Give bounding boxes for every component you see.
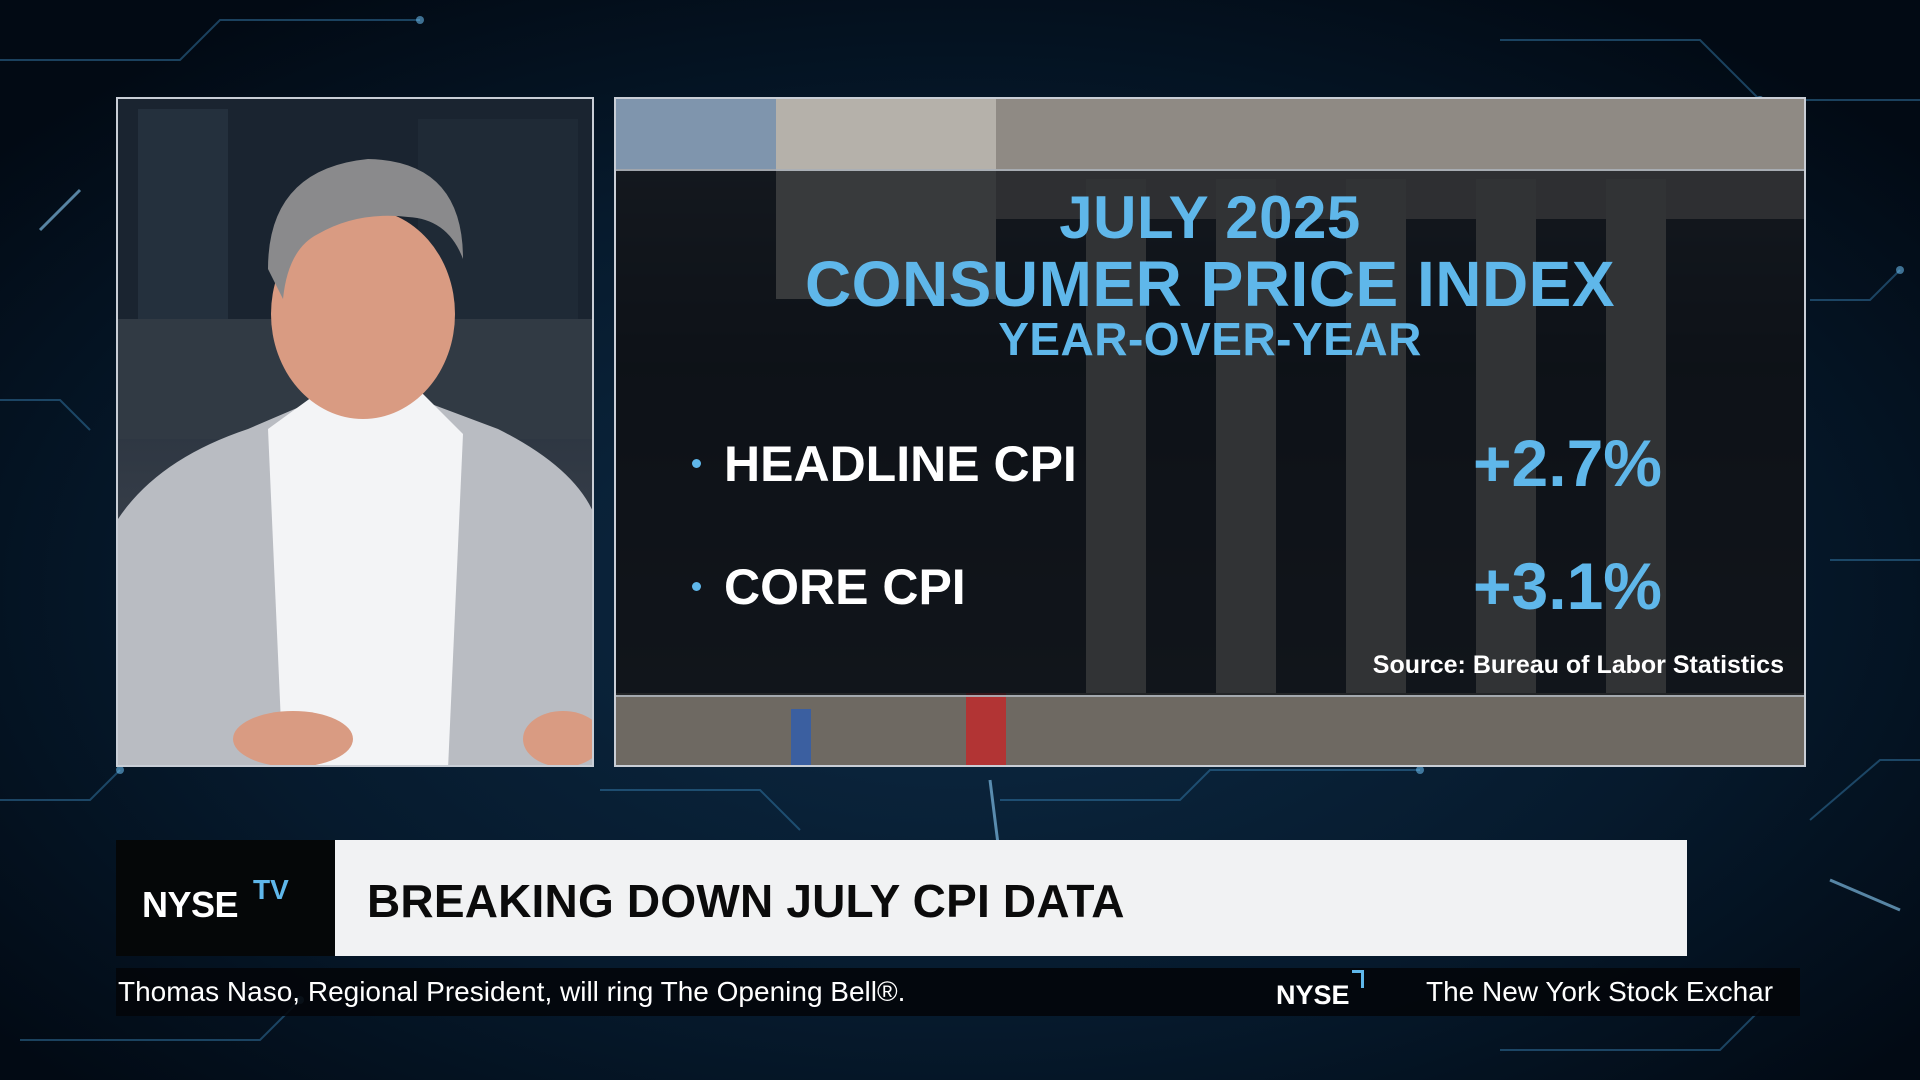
nyse-tv-logo: NYSE TV <box>116 840 335 956</box>
headline-text: BREAKING DOWN JULY CPI DATA <box>367 875 1125 927</box>
guest-portrait <box>118 99 592 765</box>
metric-label: CORE CPI <box>724 559 966 615</box>
bullet-icon <box>692 582 701 591</box>
metric-value: +3.1% <box>1473 549 1662 623</box>
source-credit: Source: Bureau of Labor Statistics <box>1372 651 1784 679</box>
graphic-title-index: CONSUMER PRICE INDEX <box>804 248 1616 320</box>
ticker-nyse-logo: NYSE <box>1276 980 1350 1010</box>
logo-superscript: TV <box>253 874 289 905</box>
graphic-title-date: JULY 2025 <box>1059 184 1361 251</box>
logo-text: NYSE <box>142 884 239 925</box>
nyse-mark-icon <box>1352 970 1364 988</box>
ticker-item: Thomas Naso, Regional President, will ri… <box>118 976 906 1007</box>
metric-value: +2.7% <box>1473 426 1662 500</box>
ticker-item: The New York Stock Exchar <box>1426 976 1774 1007</box>
metric-row-core-cpi: CORE CPI +3.1% <box>616 549 1804 623</box>
metric-row-headline-cpi: HEADLINE CPI +2.7% <box>616 426 1804 500</box>
bullet-icon <box>692 459 701 468</box>
guest-video-panel <box>116 97 594 767</box>
cpi-graphic-panel: JULY 2025 CONSUMER PRICE INDEX YEAR-OVER… <box>614 97 1806 767</box>
news-ticker: Thomas Naso, Regional President, will ri… <box>116 968 1800 1016</box>
metric-label: HEADLINE CPI <box>724 436 1077 492</box>
cpi-data-overlay <box>616 169 1804 697</box>
graphic-subtitle: YEAR-OVER-YEAR <box>998 313 1422 365</box>
headline-bar: BREAKING DOWN JULY CPI DATA <box>335 840 1687 956</box>
